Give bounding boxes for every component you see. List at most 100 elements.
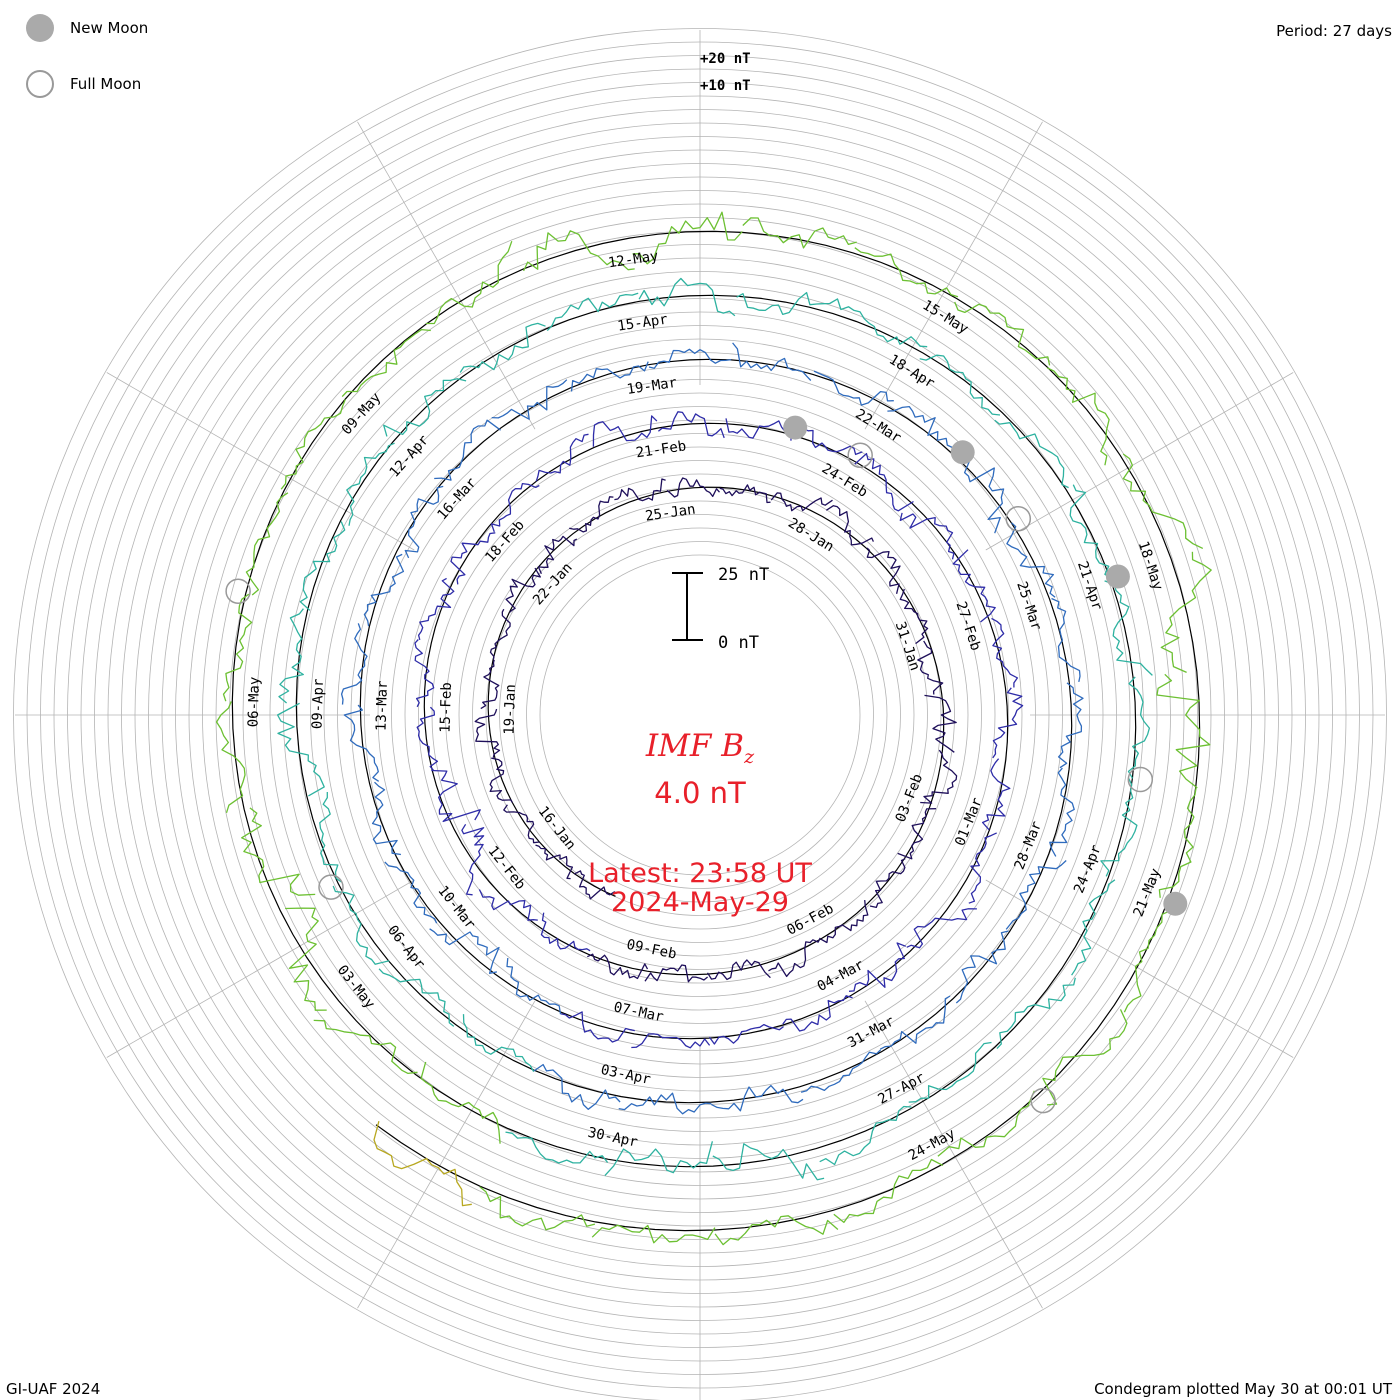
bz-trace-segment <box>363 553 405 627</box>
bz-trace-segment <box>378 968 455 1027</box>
bz-trace-segment <box>474 708 501 758</box>
bz-trace-segment <box>917 640 944 695</box>
bz-trace-segment <box>981 758 1011 831</box>
date-label: 15-Apr <box>616 312 668 335</box>
bz-trace-segment <box>719 484 771 504</box>
grid-circle <box>269 284 1131 1146</box>
scale-bar-high-label: 25 nT <box>718 565 769 585</box>
bz-trace-segment <box>887 405 962 455</box>
date-label: 25-Jan <box>644 502 696 525</box>
grid-circle <box>377 392 1023 1038</box>
date-label: 27-Feb <box>952 600 983 653</box>
bz-trace-segment <box>991 617 1019 688</box>
bz-trace-segment <box>340 623 368 705</box>
grid-circle <box>418 433 982 997</box>
date-label: 31-Jan <box>892 620 923 673</box>
date-label: 12-May <box>607 248 659 271</box>
radial-spoke <box>864 1000 1043 1309</box>
bz-trace-segment <box>952 549 996 623</box>
bz-trace-segment <box>820 900 869 944</box>
bz-trace-segment <box>429 928 500 974</box>
bz-trace-segment <box>1042 1009 1128 1106</box>
date-label: 03-Apr <box>599 1062 652 1088</box>
bz-trace-segment <box>570 361 649 392</box>
ref-label-20nt: +20 nT <box>700 51 751 67</box>
bz-trace-segment <box>431 769 481 823</box>
bz-trace-segment <box>491 379 568 420</box>
bz-trace-segment <box>1005 860 1067 930</box>
date-label: 19-Mar <box>626 375 678 398</box>
grid-circle <box>350 365 1050 1065</box>
bz-trace-segment <box>920 749 958 804</box>
grid-circle <box>445 460 955 970</box>
full-moon-marker <box>1030 1087 1056 1114</box>
bz-trace-segment <box>958 455 1005 534</box>
bz-trace-segment <box>800 1049 882 1093</box>
radial-spoke <box>357 121 536 430</box>
new-moon-icon <box>26 14 54 42</box>
date-label: 13-Mar <box>374 680 391 731</box>
full-moon-marker <box>225 578 251 604</box>
date-label: 15-Feb <box>438 682 455 733</box>
radial-spoke <box>106 879 415 1058</box>
latest-time: Latest: 23:58 UT <box>588 858 812 889</box>
bz-trace-segment <box>899 588 929 645</box>
ref-label-10nt: +10 nT <box>700 78 751 94</box>
bz-trace-segment <box>341 328 431 398</box>
legend-new-moon-label: New Moon <box>70 19 149 37</box>
center-quantity: IMF <box>645 728 712 764</box>
bz-trace-segment <box>245 492 289 596</box>
bz-trace-segment <box>1046 367 1110 466</box>
bz-trace-segment <box>742 217 857 249</box>
bz-trace-segment <box>503 804 540 844</box>
bz-trace-segment <box>313 1019 418 1075</box>
grid-circle <box>391 406 1009 1024</box>
radial-spokes <box>15 30 1385 1400</box>
bz-trace-segment <box>332 885 390 965</box>
bz-trace-segment <box>416 706 439 771</box>
center-title: IMF Bz <box>0 728 1400 768</box>
bz-trace-segment <box>968 832 997 904</box>
bz-trace-segment <box>241 807 316 896</box>
bz-trace-segment <box>854 247 959 298</box>
bz-trace-segment <box>462 1014 535 1073</box>
bz-trace-segment <box>573 870 618 900</box>
period-label: Period: 27 days <box>1276 22 1392 40</box>
bz-trace-segment <box>604 1141 714 1177</box>
date-label: 12-Apr <box>387 432 433 480</box>
bz-trace-segment <box>833 1158 944 1224</box>
bz-trace-segment <box>955 930 1009 1004</box>
full-moon-marker <box>847 442 873 469</box>
bz-trace-segment <box>434 419 501 481</box>
full-moon-marker <box>318 874 344 900</box>
full-moon-marker <box>1127 766 1154 793</box>
new-moon-marker <box>950 440 975 465</box>
zero-baseline <box>231 230 1201 1232</box>
bz-trace-segment <box>632 211 743 265</box>
bz-trace-segment <box>631 1033 711 1049</box>
date-label: 16-Mar <box>434 475 480 523</box>
legend-full-moon: Full Moon <box>26 70 141 98</box>
bz-trace-segment <box>711 1084 804 1112</box>
bz-trace-segment <box>706 959 771 981</box>
bz-trace-segment <box>371 781 401 856</box>
date-label: 30-Apr <box>586 1125 639 1151</box>
bz-trace-segment <box>505 1131 609 1164</box>
legend-new-moon: New Moon <box>26 14 148 42</box>
new-moon-marker <box>1163 891 1188 916</box>
bz-trace-segment <box>425 240 513 325</box>
bz-trace-segment <box>505 567 541 613</box>
bz-trace-segment <box>1057 682 1084 769</box>
bz-trace-segment <box>1158 787 1197 898</box>
date-label: 09-Apr <box>310 678 327 729</box>
bz-trace-segment <box>618 1092 712 1115</box>
bz-trace-segment <box>546 292 639 332</box>
bz-trace-segment <box>533 1063 621 1110</box>
bz-trace-segment <box>523 230 635 272</box>
bz-trace-segment <box>725 418 793 441</box>
bz-trace-segment <box>837 299 928 348</box>
plotted-label: Condegram plotted May 30 at 00:01 UT <box>1094 1380 1392 1398</box>
bz-trace-segment <box>648 348 732 369</box>
bz-trace-segment <box>899 512 955 560</box>
